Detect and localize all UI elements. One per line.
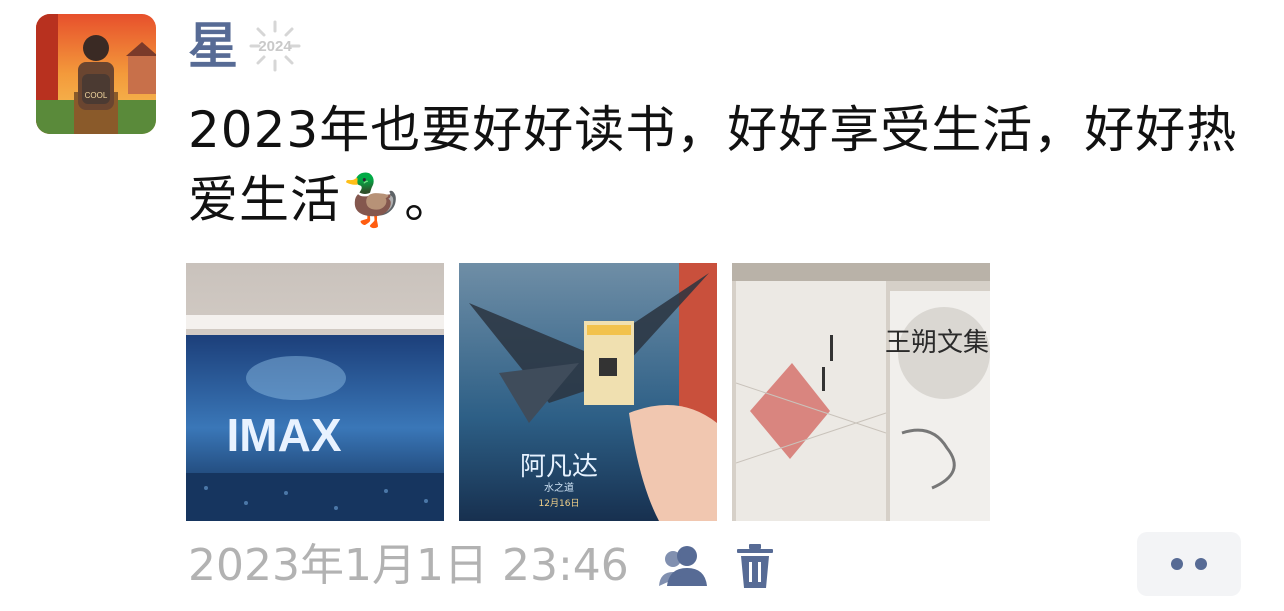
year-2024-badge-icon: 2024 (249, 20, 301, 72)
post-footer: 2023年1月1日 23:46 (188, 538, 775, 594)
imax-caption: IMAX (227, 409, 342, 461)
poster-date: 12月16日 (539, 498, 580, 509)
timestamp: 2023年1月1日 23:46 (188, 540, 629, 591)
avatar-text: COOL (85, 91, 108, 100)
photo-avatar-poster[interactable]: 阿凡达 水之道 12月16日 (459, 263, 717, 521)
avatar-illustration: COOL (36, 14, 156, 134)
books-photo: 王朔文集 (732, 263, 990, 521)
photo-imax[interactable]: IMAX (186, 263, 444, 521)
username[interactable]: 星 (188, 17, 238, 75)
poster-subtitle: 水之道 (544, 481, 574, 494)
post-author: 星 2024 (188, 14, 302, 78)
badge-year: 2024 (258, 38, 292, 55)
more-dots-icon (1171, 558, 1207, 570)
avatar-movie-poster-photo: 阿凡达 水之道 12月16日 (459, 263, 717, 521)
trash-icon[interactable] (735, 542, 775, 590)
avatar[interactable]: COOL (36, 14, 156, 134)
poster-title: 阿凡达 (520, 452, 598, 482)
photo-grid: IMAX 阿凡达 水之道 12月16日 (186, 263, 992, 521)
book-title: 王朔文集 (885, 328, 989, 358)
photo-books[interactable]: 王朔文集 (732, 263, 990, 521)
imax-theater-photo: IMAX (186, 263, 444, 521)
post-text: 2023年也要好好读书，好好享受生活，好好热爱生活🦆。 (188, 101, 1238, 229)
friends-visibility-icon[interactable] (657, 544, 711, 588)
more-button[interactable] (1137, 532, 1241, 596)
